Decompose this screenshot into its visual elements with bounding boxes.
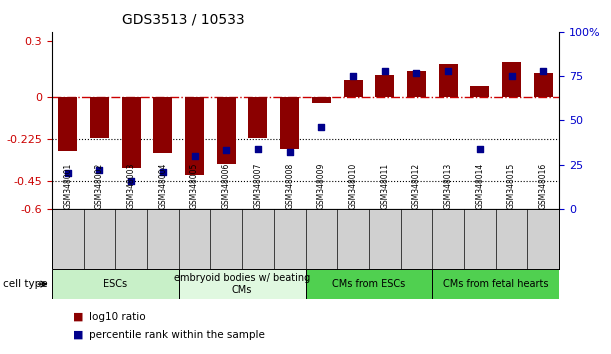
Point <box>538 68 548 74</box>
Bar <box>249 97 268 138</box>
Bar <box>375 75 394 97</box>
Bar <box>407 71 426 97</box>
Point <box>507 73 516 79</box>
Bar <box>534 73 553 97</box>
Point <box>189 153 199 159</box>
Bar <box>306 269 433 299</box>
Bar <box>52 269 179 299</box>
Point <box>316 125 326 130</box>
Bar <box>122 97 141 168</box>
Point <box>380 68 390 74</box>
Bar <box>58 97 78 151</box>
Text: embryoid bodies w/ beating
CMs: embryoid bodies w/ beating CMs <box>174 273 310 295</box>
Point <box>221 148 231 153</box>
Bar <box>280 97 299 149</box>
Point <box>348 73 358 79</box>
Bar <box>179 269 306 299</box>
Point <box>443 68 453 74</box>
Text: percentile rank within the sample: percentile rank within the sample <box>89 330 265 339</box>
Point <box>475 146 485 152</box>
Point <box>95 167 104 173</box>
Text: cell type: cell type <box>3 279 48 289</box>
Point <box>412 70 422 75</box>
Point <box>285 149 295 155</box>
Text: ESCs: ESCs <box>103 279 127 289</box>
Bar <box>502 62 521 97</box>
Bar <box>433 269 559 299</box>
Bar <box>217 97 236 164</box>
Text: CMs from ESCs: CMs from ESCs <box>332 279 406 289</box>
Text: GDS3513 / 10533: GDS3513 / 10533 <box>122 12 244 27</box>
Text: log10 ratio: log10 ratio <box>89 312 145 322</box>
Point <box>63 171 73 176</box>
Bar <box>470 86 489 97</box>
Bar <box>153 97 172 153</box>
Point <box>253 146 263 152</box>
Text: CMs from fetal hearts: CMs from fetal hearts <box>443 279 549 289</box>
Point <box>158 169 168 175</box>
Bar <box>90 97 109 138</box>
Bar <box>312 97 331 103</box>
Text: ■: ■ <box>73 312 84 322</box>
Text: ■: ■ <box>73 330 84 339</box>
Bar <box>185 97 204 175</box>
Bar <box>343 80 362 97</box>
Bar <box>439 63 458 97</box>
Point <box>126 178 136 183</box>
